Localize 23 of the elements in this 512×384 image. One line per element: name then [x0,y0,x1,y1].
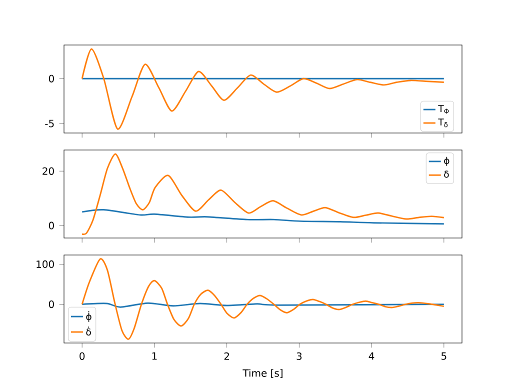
y-tick-label: 100 [36,260,54,268]
legend-label: ϕ [444,156,450,166]
legend-label: T$_{Φ}$ [438,105,449,114]
legend-label: T$_{δ}$ [438,118,448,128]
x-tick-label: 5 [442,352,446,360]
y-tick-label: -5 [45,120,54,128]
legend-label: δ [444,170,449,178]
x-tick-label: 0 [80,352,85,360]
x-tick-label: 2 [224,352,229,360]
line-series [81,258,445,340]
x-tick-label: 3 [296,352,302,360]
x-axis-title: Time [s] [242,369,282,378]
line-series [81,48,445,130]
x-tick-label: 1 [152,352,157,360]
x-tick-label: 4 [368,352,374,360]
y-tick-label: 0 [48,74,54,82]
legend-label: δ̇ [86,326,91,336]
y-tick-label: 20 [42,167,54,175]
y-tick-label: 0 [48,222,54,230]
legend-label: ϕ̇ [86,311,92,322]
line-series [81,153,445,235]
line-series [81,209,445,225]
y-tick-label: 0 [48,300,54,308]
